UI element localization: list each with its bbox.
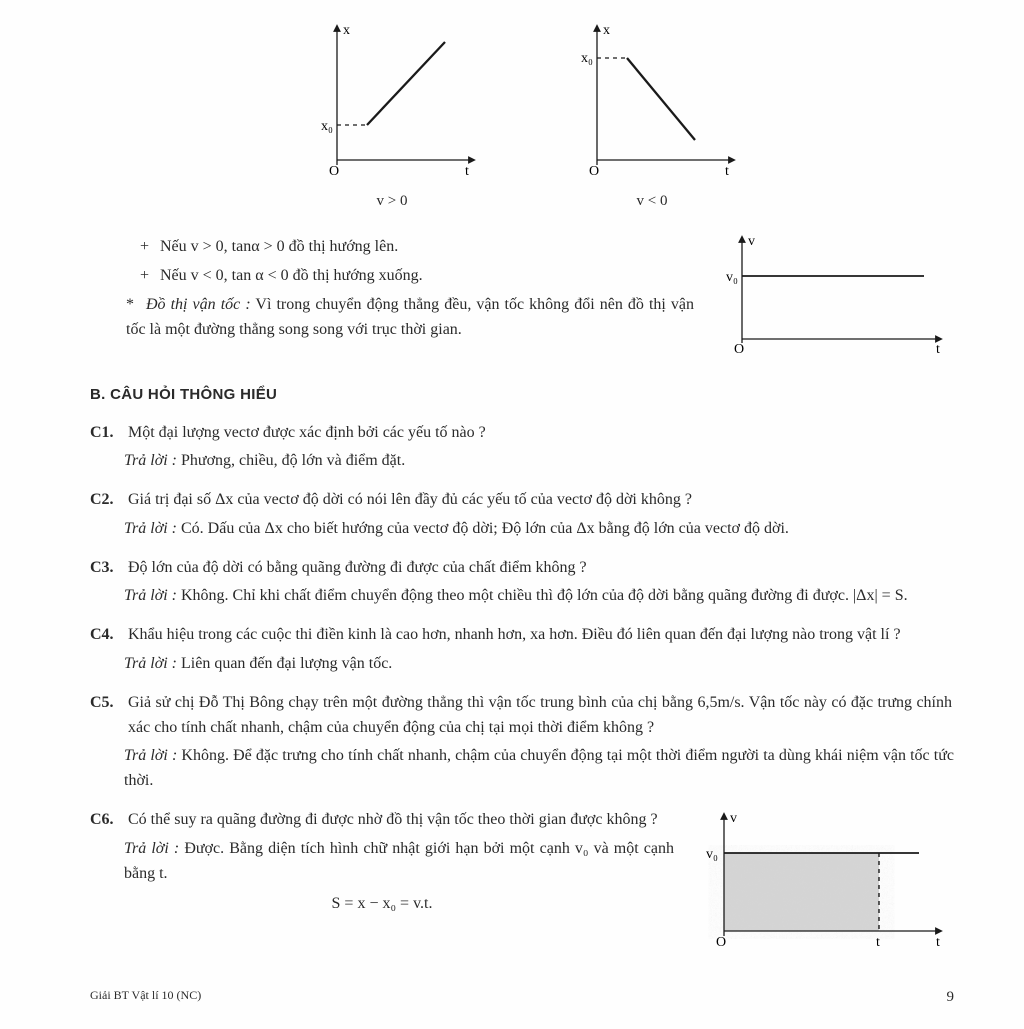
svg-text:O: O xyxy=(589,164,599,179)
svg-text:t: t xyxy=(876,935,880,950)
question-c1: C1. Một đại lượng vectơ được xác định bở… xyxy=(90,421,954,475)
chart-area-under-v: v₀ O t t v xyxy=(694,808,954,958)
question-c3: C3. Độ lớn của độ dời có bằng quãng đườn… xyxy=(90,556,954,610)
question-c6: C6. Có thể suy ra quãng đường đi được nh… xyxy=(90,808,954,958)
chart-velocity-constant: v₀ O t v xyxy=(714,231,954,361)
svg-text:v₀: v₀ xyxy=(706,847,718,862)
question-c2: C2. Giá trị đại số Δx của vectơ độ dời c… xyxy=(90,488,954,542)
top-charts: x₀ O t x v > 0 x₀ O t x v < 0 xyxy=(90,20,954,213)
equation-s: S = x − x₀ = v.t. xyxy=(90,892,674,917)
svg-text:t: t xyxy=(936,935,940,950)
svg-text:O: O xyxy=(716,935,726,950)
bullet-2: +Nếu v < 0, tan α < 0 đồ thị hướng xuống… xyxy=(140,264,694,289)
chart2-caption: v < 0 xyxy=(557,190,747,213)
velocity-graph-note: *Đồ thị vận tốc : Vì trong chuyển động t… xyxy=(126,293,694,343)
page-number: 9 xyxy=(947,986,955,1009)
svg-text:x: x xyxy=(603,23,610,38)
bullet-1: +Nếu v > 0, tanα > 0 đồ thị hướng lên. xyxy=(140,235,694,260)
svg-text:v: v xyxy=(730,811,737,826)
section-heading: B. CÂU HỎI THÔNG HIỂU xyxy=(90,383,954,406)
svg-text:x: x xyxy=(343,23,350,38)
svg-text:v: v xyxy=(748,234,755,249)
chart-v-negative: x₀ O t x v < 0 xyxy=(557,20,747,213)
svg-text:x₀: x₀ xyxy=(581,51,593,66)
question-c5: C5. Giả sử chị Đỗ Thị Bông chạy trên một… xyxy=(90,691,954,794)
svg-text:O: O xyxy=(734,342,744,357)
svg-text:t: t xyxy=(725,164,729,179)
footer-left: Giải BT Vật lí 10 (NC) xyxy=(90,986,201,1009)
chart-v-positive: x₀ O t x v > 0 xyxy=(297,20,487,213)
svg-text:O: O xyxy=(329,164,339,179)
page-footer: Giải BT Vật lí 10 (NC) 9 xyxy=(90,986,954,1009)
chart1-x0: x₀ xyxy=(321,119,333,134)
chart1-caption: v > 0 xyxy=(297,190,487,213)
question-c4: C4. Khẩu hiệu trong các cuộc thi điền ki… xyxy=(90,623,954,677)
svg-text:t: t xyxy=(465,164,469,179)
svg-text:t: t xyxy=(936,342,940,357)
svg-text:v₀: v₀ xyxy=(726,270,738,285)
